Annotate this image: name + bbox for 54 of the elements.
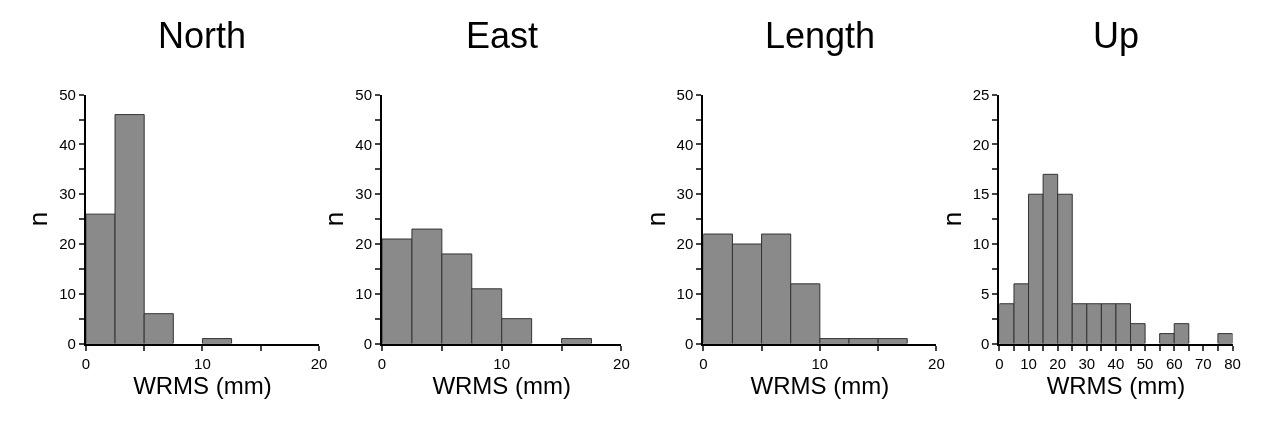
y-tick-label: 5: [981, 285, 990, 303]
y-tick-label: 10: [676, 285, 694, 303]
x-tick-label: 20: [310, 354, 328, 372]
y-tick-label: 20: [676, 235, 694, 253]
y-tick-label: 40: [59, 135, 76, 153]
y-tick-label: 50: [676, 85, 694, 103]
chart-title: North: [158, 15, 247, 56]
x-tick-label: 10: [811, 354, 829, 372]
y-tick-label: 30: [355, 185, 372, 203]
x-tick-label: 80: [1224, 354, 1241, 372]
y-tick-label: 20: [972, 135, 990, 153]
chart-title: Length: [765, 15, 876, 56]
y-tick-label: 20: [59, 235, 76, 253]
x-tick-label: 10: [194, 354, 211, 372]
x-tick-label: 0: [81, 354, 91, 372]
y-axis-title: n: [936, 211, 967, 227]
x-tick-label: 10: [1020, 354, 1037, 372]
y-axis-title: n: [640, 211, 671, 227]
x-tick-label: 20: [1049, 354, 1067, 372]
y-tick-label: 0: [363, 334, 372, 352]
chart-title: East: [466, 15, 539, 56]
y-tick-label: 0: [67, 334, 76, 352]
y-tick-label: 30: [59, 185, 76, 203]
y-tick-label: 40: [355, 135, 372, 153]
y-axis-title: n: [23, 211, 54, 227]
x-tick-label: 40: [1107, 354, 1125, 372]
x-tick-label: 0: [699, 354, 708, 372]
x-tick-label: 30: [1078, 354, 1096, 372]
x-tick-label: 0: [995, 354, 1004, 372]
y-tick-label: 25: [972, 85, 990, 103]
x-tick-label: 20: [928, 354, 945, 372]
x-tick-label: 70: [1195, 354, 1212, 372]
y-axis-title: n: [319, 211, 350, 227]
y-tick-label: 10: [972, 235, 990, 253]
x-tick-label: 20: [613, 354, 630, 372]
chart-title: Up: [1093, 15, 1140, 56]
x-axis-title: WRMS (mm): [750, 371, 890, 399]
x-tick-label: 0: [377, 354, 387, 372]
y-tick-label: 30: [676, 185, 694, 203]
y-tick-label: 10: [59, 285, 76, 303]
y-tick-label: 20: [355, 235, 372, 253]
y-tick-label: 15: [972, 185, 990, 203]
y-tick-label: 0: [981, 334, 990, 352]
y-tick-label: 0: [684, 334, 694, 352]
y-tick-label: 50: [59, 85, 76, 103]
x-tick-label: 50: [1136, 354, 1154, 372]
x-axis-title: WRMS (mm): [432, 371, 572, 399]
y-tick-label: 10: [355, 285, 372, 303]
x-axis-title: WRMS (mm): [1046, 371, 1186, 399]
x-tick-label: 60: [1165, 354, 1183, 372]
x-tick-label: 10: [493, 354, 511, 372]
y-tick-label: 40: [676, 135, 694, 153]
y-tick-label: 50: [355, 85, 372, 103]
x-axis-title: WRMS (mm): [133, 371, 272, 399]
